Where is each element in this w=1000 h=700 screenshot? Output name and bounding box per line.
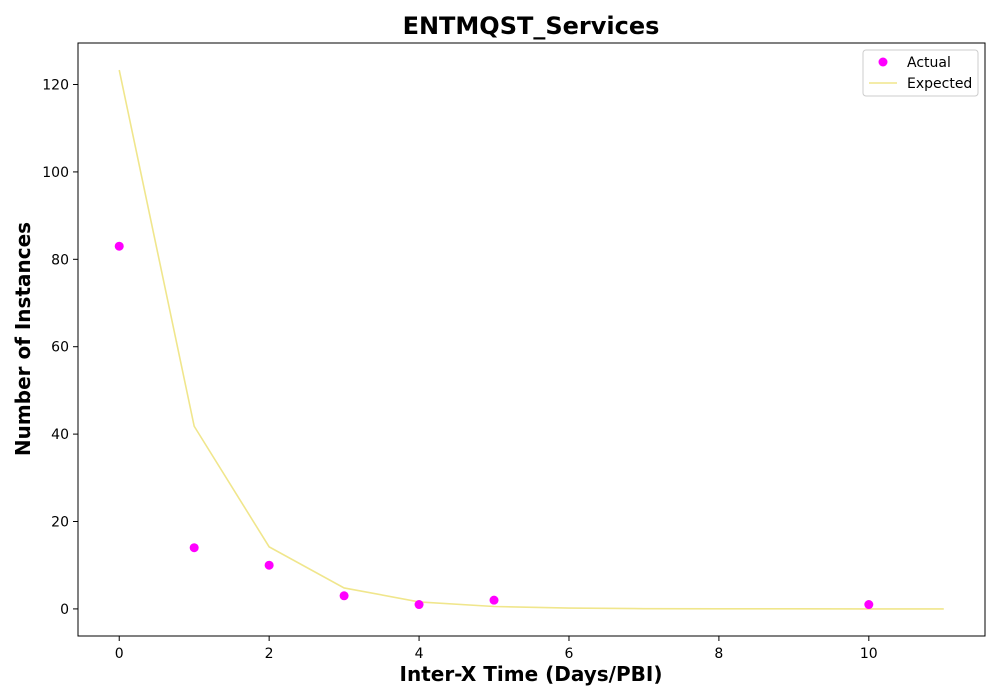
plot-area: [114, 69, 944, 610]
y-tick-label: 60: [51, 340, 69, 356]
data-point-actual: [189, 543, 199, 553]
chart-title: ENTMQST_Services: [403, 12, 660, 40]
y-tick-label: 20: [51, 515, 69, 531]
series-line-expected: [118, 69, 944, 610]
data-point-actual: [864, 600, 874, 610]
x-tick-label: 2: [265, 646, 274, 662]
y-tick-label: 80: [51, 252, 69, 268]
y-tick-label: 40: [51, 427, 69, 443]
data-point-actual: [114, 241, 124, 251]
data-point-actual: [414, 600, 424, 610]
y-tick-label: 100: [42, 165, 69, 181]
x-tick-label: 6: [565, 646, 574, 662]
x-tick-label: 0: [115, 646, 124, 662]
x-tick-label: 10: [860, 646, 878, 662]
data-point-actual: [339, 591, 349, 601]
plot-frame: [77, 42, 986, 637]
x-axis-label: Inter-X Time (Days/PBI): [400, 662, 663, 686]
x-tick-label: 4: [415, 646, 424, 662]
data-point-actual: [489, 595, 499, 605]
y-tick-label: 120: [42, 78, 69, 94]
y-axis-label: Number of Instances: [11, 222, 35, 456]
legend-label-actual: Actual: [907, 55, 951, 71]
legend-box: [862, 49, 979, 97]
legend-label-expected: Expected: [907, 76, 972, 92]
x-tick-label: 8: [714, 646, 723, 662]
y-tick-label: 0: [60, 602, 69, 618]
legend-marker-actual: [878, 57, 888, 67]
data-point-actual: [264, 560, 274, 570]
legend: Actual Expected: [862, 49, 979, 97]
